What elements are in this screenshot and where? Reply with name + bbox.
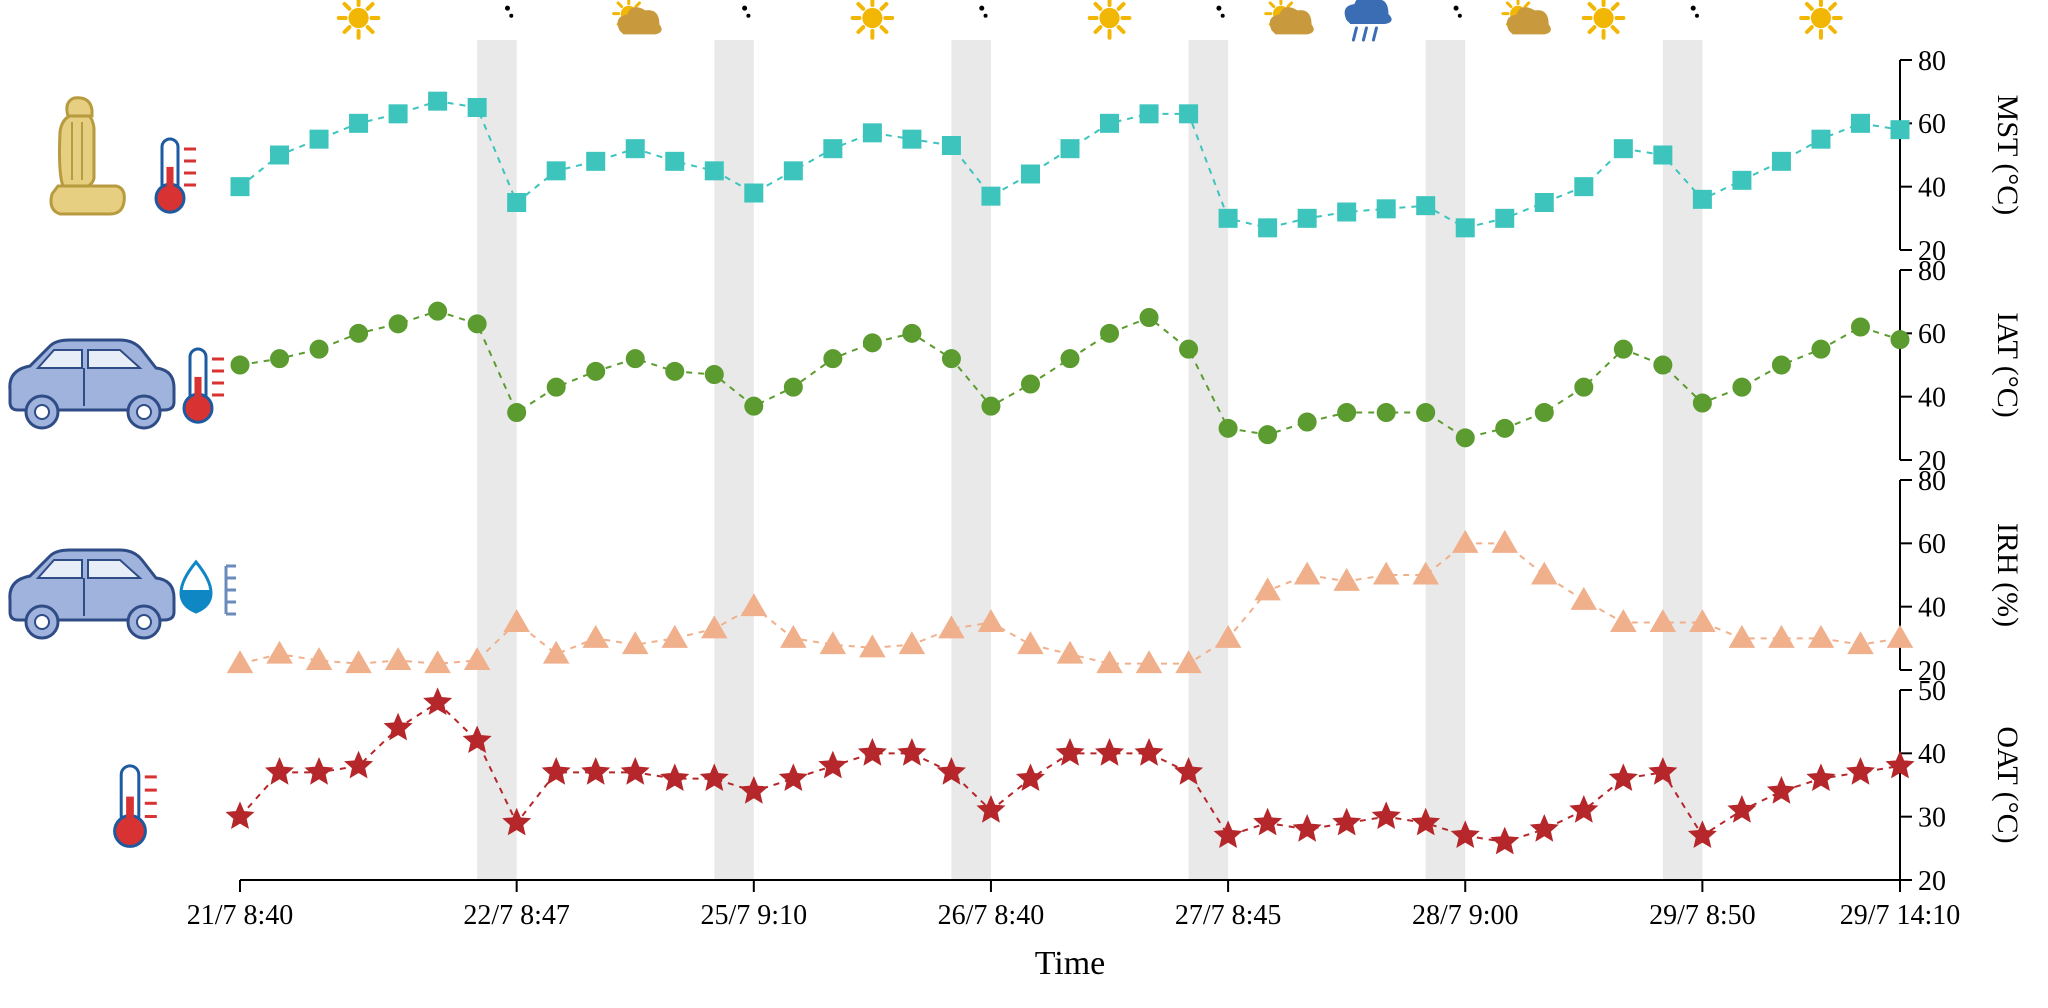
- y-axis-label-iat: IAT (°C): [1991, 312, 2024, 418]
- sun-icon: [1090, 0, 1130, 38]
- x-tick-label: 29/7 8:50: [1649, 900, 1756, 931]
- x-axis-label: Time: [1035, 945, 1106, 982]
- y-tick-label: 40: [1918, 172, 1946, 203]
- x-tick-label: 29/7 14:10: [1840, 900, 1961, 931]
- y-tick-label: 40: [1918, 382, 1946, 413]
- y-axis-label-irh: IRH (%): [1991, 523, 2024, 627]
- x-tick-label: 27/7 8:45: [1175, 900, 1282, 931]
- y-tick-label: 50: [1918, 676, 1946, 707]
- x-tick-label: 25/7 9:10: [701, 900, 808, 931]
- y-tick-label: 60: [1918, 529, 1946, 560]
- y-tick-label: 40: [1918, 739, 1946, 770]
- y-tick-label: 30: [1918, 802, 1946, 833]
- x-tick-label: 28/7 9:00: [1412, 900, 1519, 931]
- x-tick-label: 21/7 8:40: [187, 900, 294, 931]
- sun-icon: [339, 0, 379, 38]
- y-axis-label-oat: OAT (°C): [1991, 726, 2024, 843]
- x-tick-label: 26/7 8:40: [938, 900, 1045, 931]
- y-tick-label: 60: [1918, 319, 1946, 350]
- sun-icon: [1584, 0, 1624, 38]
- y-tick-label: 20: [1918, 866, 1946, 897]
- night-band: [1426, 40, 1466, 880]
- chart: 21/7 8:40 22/7 8:47 25/7 9:10 26/7 8:40 27/7…: [0, 0, 2048, 1008]
- y-tick-label: 60: [1918, 109, 1946, 140]
- night-band: [1663, 40, 1703, 880]
- y-axis-label-mst: MST (°C): [1991, 95, 2024, 216]
- x-tick-label: 22/7 8:47: [463, 900, 570, 931]
- night-band: [951, 40, 991, 880]
- y-tick-label: 40: [1918, 592, 1946, 623]
- sun-icon: [853, 0, 893, 38]
- night-band: [477, 40, 517, 880]
- night-band: [1189, 40, 1229, 880]
- y-tick-label: 80: [1918, 256, 1946, 287]
- y-tick-label: 80: [1918, 466, 1946, 497]
- sun-icon: [1801, 0, 1841, 38]
- y-tick-label: 80: [1918, 46, 1946, 77]
